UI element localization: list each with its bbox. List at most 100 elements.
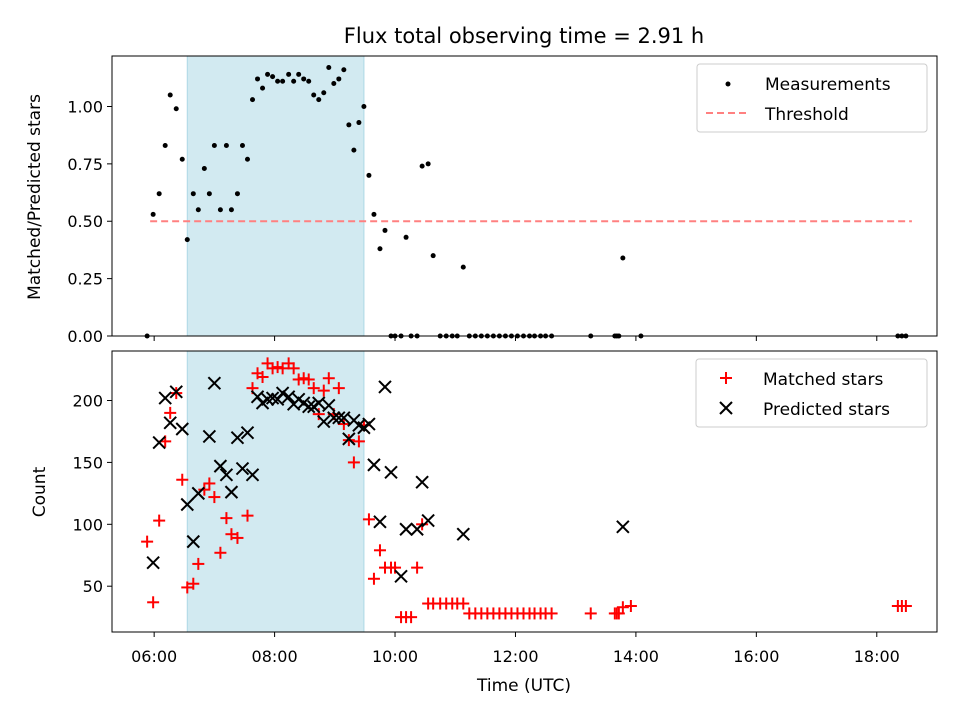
measurement-point — [211, 143, 217, 149]
matched-star-point — [220, 512, 233, 525]
measurement-point — [356, 120, 362, 126]
predicted-star-point — [245, 468, 260, 482]
predicted-star-point — [410, 522, 424, 536]
predicted-star-point — [180, 497, 194, 512]
predicted-star-point — [378, 380, 392, 394]
y-tick-label: 50 — [83, 577, 103, 596]
measurement-point — [336, 76, 342, 82]
measurement-point — [150, 211, 156, 217]
x-tick-label: 12:00 — [492, 647, 538, 666]
x-tick-label: 16:00 — [733, 647, 779, 666]
matched-star-point — [302, 373, 315, 386]
predicted-star-point — [367, 458, 381, 472]
matched-star-point — [181, 581, 194, 594]
predicted-star-point — [327, 411, 341, 425]
predicted-star-point — [302, 399, 316, 414]
measurement-point — [331, 81, 337, 87]
legend-predicted-marker — [719, 401, 733, 415]
measurement-point — [425, 161, 431, 167]
matched-star-point — [192, 557, 205, 570]
measurement-point — [377, 246, 383, 252]
predicted-star-point — [421, 513, 435, 528]
measurement-point — [167, 92, 173, 98]
matched-star-point — [616, 601, 629, 614]
matched-star-point — [312, 408, 325, 421]
measurement-point — [286, 71, 292, 77]
matched-star-point — [276, 362, 289, 375]
measurement-point — [156, 191, 162, 197]
count-panel-frame — [111, 350, 938, 633]
measurement-point — [306, 78, 312, 84]
matched-star-point — [241, 509, 254, 522]
x-tick-label: 14:00 — [613, 647, 659, 666]
measurement-point — [223, 143, 229, 149]
chart-title: Flux total observing time = 2.91 h — [344, 24, 704, 48]
predicted-star-point — [240, 425, 255, 440]
x-tick-label: 06:00 — [131, 647, 177, 666]
predicted-star-point — [456, 527, 470, 541]
measurement-point — [341, 67, 347, 73]
predicted-star-point — [224, 485, 239, 499]
predicted-star-point — [163, 416, 177, 430]
predicted-star-point — [175, 422, 189, 436]
measurement-point — [234, 191, 240, 197]
flux-panel: 0.00 0.25 0.50 0.75 1.00 Matched/Predicted s… — [25, 55, 938, 346]
y-tick-label: 100 — [72, 515, 103, 534]
matched-star-point — [405, 611, 418, 624]
predicted-star-point — [384, 465, 398, 480]
measurement-point — [179, 156, 185, 162]
x-tick-label: 10:00 — [372, 647, 418, 666]
matched-star-point — [899, 600, 912, 613]
y-tick-label: 1.00 — [67, 97, 103, 116]
count-panel: 50 100 150 200 06:00 08:00 10:00 12:00 14:00 16:… — [30, 350, 938, 696]
matched-star-point — [322, 372, 335, 385]
measurement-point — [291, 78, 297, 84]
x-tick-label: 18:00 — [854, 647, 900, 666]
legend-box — [695, 358, 928, 428]
predicted-star-point — [235, 461, 250, 476]
measurement-point — [346, 122, 352, 128]
x-tick-label: 08:00 — [252, 647, 298, 666]
measurement-point — [275, 78, 281, 84]
measurement-point — [162, 143, 168, 149]
matched-star-point — [332, 382, 345, 395]
predicted-star-point — [219, 468, 234, 482]
flux-panel-ylabel: Matched/Predicted stars — [25, 94, 45, 300]
predicted-star-point — [362, 417, 376, 431]
measurement-point — [366, 172, 372, 178]
matched-star-point — [347, 456, 360, 469]
measurement-point — [321, 90, 327, 96]
count-panel-ylabel: Count — [30, 466, 50, 517]
measurement-point — [260, 85, 266, 91]
predicted-star-point — [317, 414, 331, 429]
predicted-star-point — [275, 386, 290, 400]
measurement-point — [361, 103, 367, 109]
predicted-star-point — [146, 555, 160, 570]
matched-star-point — [225, 528, 238, 541]
measurement-point — [326, 64, 332, 70]
count-panel-legend: Matched stars Predicted stars — [695, 358, 928, 428]
legend-matched-label: Matched stars — [763, 370, 883, 390]
predicted-star-point — [394, 569, 408, 584]
measurement-point — [351, 147, 357, 153]
measurement-point — [296, 71, 302, 77]
matched-star-point — [457, 597, 470, 610]
measurement-point — [270, 74, 276, 80]
predicted-star-point — [312, 396, 326, 410]
predicted-star-point — [207, 376, 222, 390]
matched-star-point — [307, 382, 320, 395]
measurement-point — [173, 106, 179, 112]
matched-star-point — [214, 546, 227, 559]
measurement-point — [311, 92, 317, 98]
measurement-point — [217, 207, 223, 213]
measurement-point — [371, 211, 377, 217]
x-axis-label: Time (UTC) — [476, 676, 571, 696]
matched-star-point — [287, 362, 300, 375]
predicted-star-point — [213, 459, 228, 473]
y-tick-label: 0.00 — [67, 327, 103, 346]
matched-star-point — [231, 531, 244, 544]
y-tick-label: 0.25 — [67, 270, 103, 289]
matched-star-point — [545, 607, 558, 620]
y-tick-label: 0.50 — [67, 212, 103, 231]
predicted-star-point — [169, 385, 183, 399]
